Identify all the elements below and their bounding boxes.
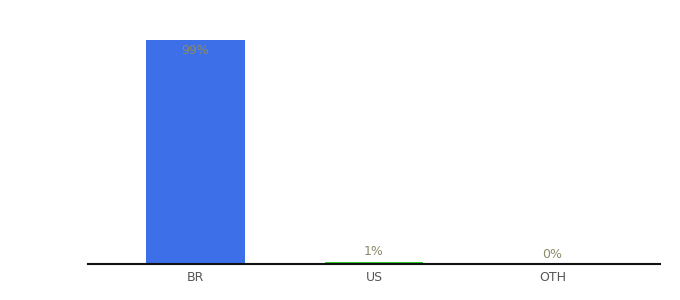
Bar [325, 262, 423, 264]
Bar [146, 40, 245, 264]
Text: 99%: 99% [182, 44, 209, 57]
Text: 1%: 1% [364, 245, 384, 258]
Text: 0%: 0% [543, 248, 562, 261]
